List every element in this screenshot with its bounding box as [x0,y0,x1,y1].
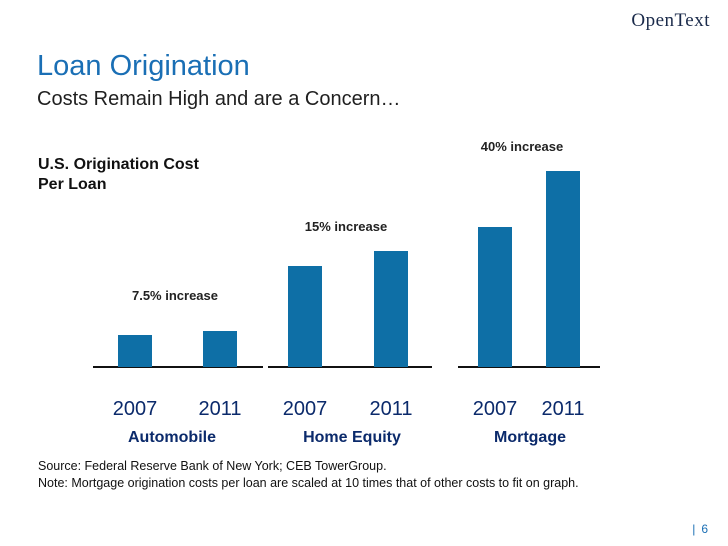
slide-title: Loan Origination [37,50,250,82]
x-tick-label: 2007 [113,398,158,420]
increase-annotation: 40% increase [481,139,563,154]
group-label: Automobile [128,429,216,446]
scale-note: Note: Mortgage origination costs per loa… [38,476,579,490]
x-tick-label: 2011 [541,398,584,420]
bar [203,331,237,367]
x-tick-label: 2007 [283,398,328,420]
bar [288,266,322,367]
x-tick-label: 2011 [198,398,241,420]
chart-ylabel-line: Per Loan [38,176,107,193]
bar [478,227,512,367]
group-label: Mortgage [494,429,566,446]
chart-ylabel: U.S. Origination Cost Per Loan [38,155,278,195]
chart-ylabel-line: U.S. Origination Cost [38,156,199,173]
source-note: Source: Federal Reserve Bank of New York… [38,459,387,473]
bar [118,335,152,367]
slide-subtitle: Costs Remain High and are a Concern… [37,88,401,110]
x-tick-label: 2007 [473,398,518,420]
opentext-logo: OpenText [631,10,710,31]
x-tick-label: 2011 [369,398,412,420]
page-number-value: 6 [701,522,708,536]
page-number: | 6 [692,522,708,536]
increase-annotation: 7.5% increase [132,288,218,303]
group-label: Home Equity [303,429,401,446]
bar [546,171,580,367]
increase-annotation: 15% increase [305,219,387,234]
bar [374,251,408,367]
